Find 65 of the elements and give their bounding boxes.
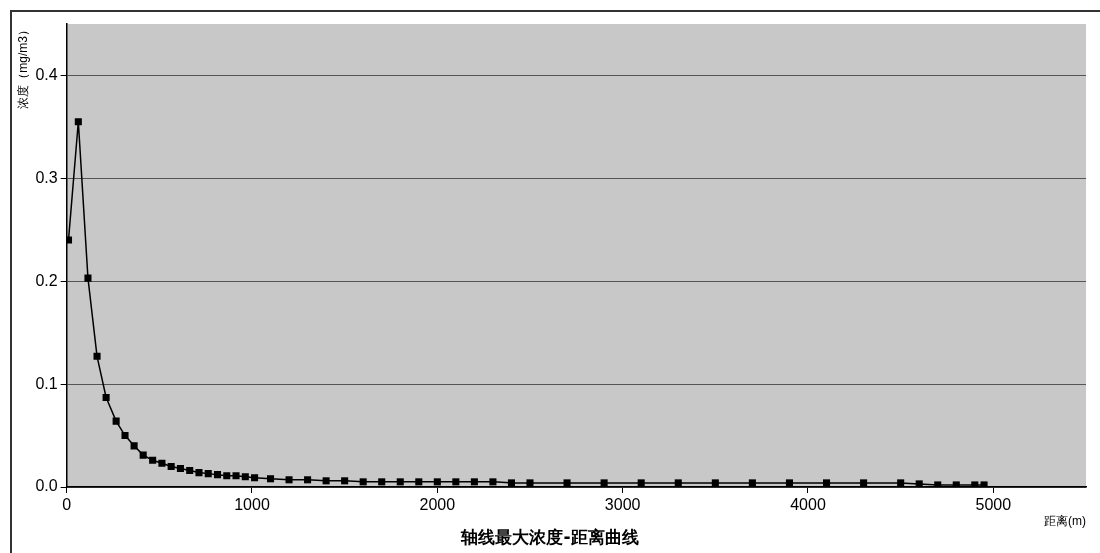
- point: [322, 477, 330, 485]
- point: [563, 479, 571, 487]
- x-tick-label: 5000: [975, 496, 1012, 514]
- point: [341, 477, 349, 485]
- point: [176, 464, 184, 473]
- point: [915, 480, 923, 487]
- point: [66, 236, 73, 244]
- point: [433, 478, 441, 486]
- point: [241, 473, 249, 481]
- point: [637, 479, 645, 487]
- y-tick-label: 0.4: [35, 65, 58, 83]
- point: [158, 459, 166, 467]
- point: [251, 474, 259, 482]
- point: [266, 475, 275, 483]
- point: [934, 481, 942, 487]
- point: [452, 478, 460, 486]
- point: [785, 479, 793, 487]
- x-tick-label: 2000: [419, 496, 456, 514]
- y-tick-label: 0.1: [35, 374, 58, 392]
- point: [600, 479, 608, 487]
- point: [980, 481, 988, 487]
- point: [415, 478, 423, 486]
- y-tick-label: 0.2: [35, 271, 58, 289]
- text: 轴线最大浓度-距离曲线: [460, 527, 639, 548]
- point: [711, 479, 719, 487]
- x-tick-label: 4000: [790, 496, 826, 514]
- point: [748, 479, 756, 487]
- point: [526, 479, 534, 487]
- point: [232, 472, 240, 480]
- point: [489, 478, 497, 486]
- x-tick-label: 0: [62, 496, 72, 514]
- point: [195, 469, 203, 477]
- point: [952, 481, 960, 487]
- point: [186, 467, 194, 475]
- point: [507, 479, 515, 487]
- point: [149, 456, 157, 464]
- point: [285, 476, 293, 484]
- point: [167, 462, 175, 470]
- point: [213, 471, 222, 479]
- point: [822, 479, 831, 487]
- point: [378, 478, 386, 486]
- point: [130, 442, 138, 450]
- point: [359, 478, 367, 486]
- y-tick-label: 0.3: [35, 168, 58, 186]
- point: [139, 451, 147, 459]
- point: [93, 352, 101, 360]
- point: [470, 478, 478, 486]
- point: [84, 274, 92, 282]
- x-tick-label: 1000: [234, 496, 270, 514]
- y-tick-label: 0.0: [35, 477, 58, 495]
- point: [396, 478, 404, 486]
- y-axis-title: 浓度（mg/m3）: [15, 24, 30, 109]
- point: [971, 481, 979, 487]
- point: [860, 479, 868, 487]
- point: [204, 470, 212, 478]
- point: [74, 118, 82, 126]
- x-tick-label: 3000: [604, 496, 641, 514]
- point: [674, 479, 682, 487]
- point: [112, 417, 120, 425]
- point: [223, 472, 231, 480]
- point: [102, 393, 110, 402]
- x-axis-title: 距离(m): [1044, 513, 1086, 528]
- point: [304, 476, 312, 484]
- point: [121, 432, 129, 440]
- point: [897, 479, 905, 487]
